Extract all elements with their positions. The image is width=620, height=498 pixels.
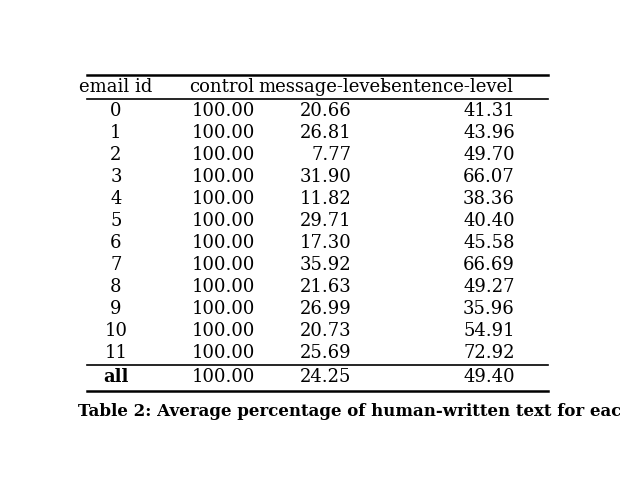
Text: 7: 7	[110, 256, 122, 274]
Text: 66.07: 66.07	[463, 168, 515, 186]
Text: Table 2: Average percentage of human-written text for eac: Table 2: Average percentage of human-wri…	[78, 402, 620, 420]
Text: 17.30: 17.30	[299, 235, 352, 252]
Text: 100.00: 100.00	[192, 103, 255, 121]
Text: email id: email id	[79, 78, 153, 96]
Text: 31.90: 31.90	[299, 168, 352, 186]
Text: 11: 11	[104, 344, 128, 362]
Text: 11.82: 11.82	[299, 190, 352, 208]
Text: sentence-level: sentence-level	[382, 78, 513, 96]
Text: 100.00: 100.00	[192, 235, 255, 252]
Text: 20.66: 20.66	[299, 103, 352, 121]
Text: 41.31: 41.31	[463, 103, 515, 121]
Text: 100.00: 100.00	[192, 369, 255, 386]
Text: 49.70: 49.70	[463, 146, 515, 164]
Text: 100.00: 100.00	[192, 146, 255, 164]
Text: 26.99: 26.99	[299, 300, 352, 318]
Text: 29.71: 29.71	[299, 212, 352, 230]
Text: 24.25: 24.25	[300, 369, 352, 386]
Text: 8: 8	[110, 278, 122, 296]
Text: control: control	[189, 78, 254, 96]
Text: 26.81: 26.81	[299, 124, 352, 142]
Text: message-level: message-level	[259, 78, 386, 96]
Text: 38.36: 38.36	[463, 190, 515, 208]
Text: 49.27: 49.27	[463, 278, 515, 296]
Text: 3: 3	[110, 168, 122, 186]
Text: 5: 5	[110, 212, 122, 230]
Text: 40.40: 40.40	[463, 212, 515, 230]
Text: 35.92: 35.92	[299, 256, 352, 274]
Text: 100.00: 100.00	[192, 124, 255, 142]
Text: 2: 2	[110, 146, 122, 164]
Text: 6: 6	[110, 235, 122, 252]
Text: 100.00: 100.00	[192, 344, 255, 362]
Text: 100.00: 100.00	[192, 300, 255, 318]
Text: 100.00: 100.00	[192, 168, 255, 186]
Text: all: all	[104, 369, 128, 386]
Text: 100.00: 100.00	[192, 212, 255, 230]
Text: 66.69: 66.69	[463, 256, 515, 274]
Text: 45.58: 45.58	[463, 235, 515, 252]
Text: 54.91: 54.91	[463, 322, 515, 340]
Text: 100.00: 100.00	[192, 256, 255, 274]
Text: 72.92: 72.92	[463, 344, 515, 362]
Text: 1: 1	[110, 124, 122, 142]
Text: 35.96: 35.96	[463, 300, 515, 318]
Text: 20.73: 20.73	[299, 322, 352, 340]
Text: 10: 10	[104, 322, 128, 340]
Text: 7.77: 7.77	[311, 146, 352, 164]
Text: 43.96: 43.96	[463, 124, 515, 142]
Text: 100.00: 100.00	[192, 278, 255, 296]
Text: 0: 0	[110, 103, 122, 121]
Text: 25.69: 25.69	[299, 344, 352, 362]
Text: 4: 4	[110, 190, 122, 208]
Text: 100.00: 100.00	[192, 322, 255, 340]
Text: 9: 9	[110, 300, 122, 318]
Text: 21.63: 21.63	[299, 278, 352, 296]
Text: 100.00: 100.00	[192, 190, 255, 208]
Text: 49.40: 49.40	[463, 369, 515, 386]
